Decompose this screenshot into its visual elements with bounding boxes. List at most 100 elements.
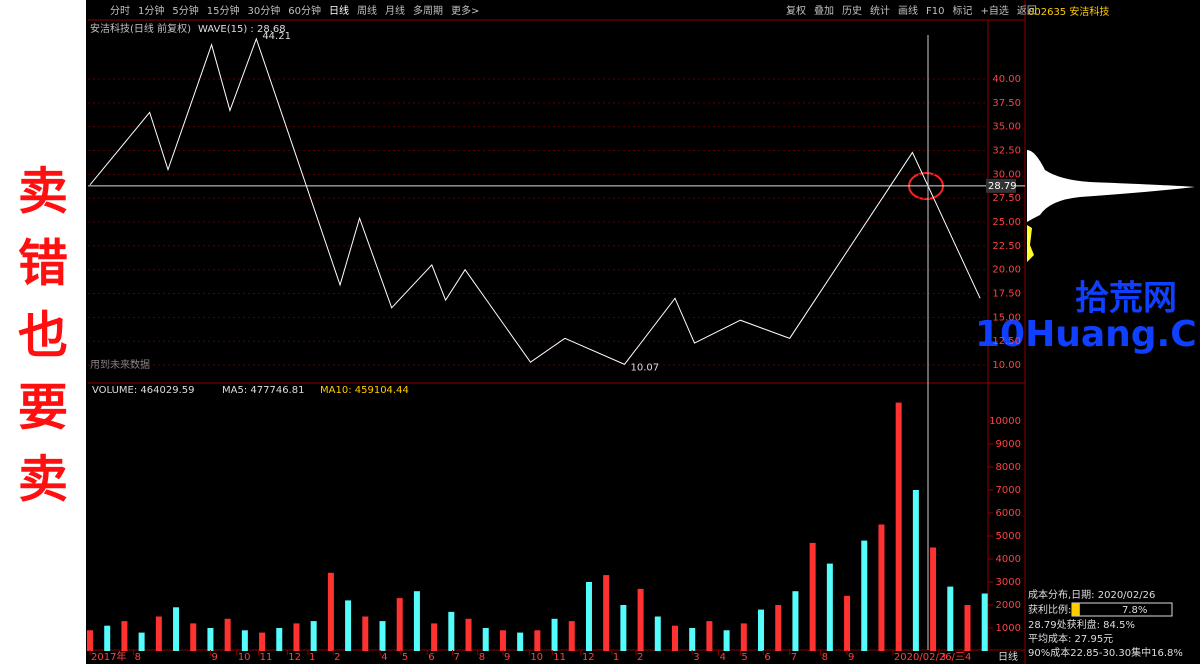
toolbar-tool[interactable]: 叠加 <box>814 5 834 17</box>
x-tick-label: 2017年 <box>91 650 126 663</box>
x-tick-label: 4 <box>965 652 971 663</box>
volume-bar <box>826 563 833 651</box>
y-tick-label: 35.00 <box>992 122 1021 133</box>
toolbar-period[interactable]: 5分钟 <box>172 4 198 17</box>
watermark-site: 10Huang.CN <box>975 314 1200 355</box>
watermark-name: 拾荒网 <box>1075 279 1177 319</box>
toolbar-tool[interactable]: +自选 <box>980 4 1008 17</box>
volume-bar <box>517 632 524 651</box>
volume-bar <box>276 627 283 651</box>
value-label: 10.07 <box>631 362 660 373</box>
y-tick-label: 8000 <box>996 462 1021 473</box>
y-tick-label: 32.50 <box>992 146 1021 157</box>
y-tick-label: 10000 <box>989 416 1021 427</box>
volume-bar <box>740 623 747 651</box>
volume-bar <box>637 588 644 651</box>
x-tick-label: 8 <box>479 652 485 663</box>
x-tick-label: 6 <box>764 652 770 663</box>
volume-bar <box>293 623 300 651</box>
toolbar-period[interactable]: 更多> <box>451 4 479 17</box>
volume-bar <box>654 616 661 651</box>
volume-bar <box>585 581 592 651</box>
toolbar-period[interactable]: 周线 <box>357 4 377 17</box>
x-tick-label: 2 <box>637 652 643 663</box>
toolbar-period[interactable]: 分时 <box>110 5 130 17</box>
cost-line: 90%成本22.85-30.30集中16.8% <box>1028 646 1183 659</box>
toolbar-period[interactable]: 15分钟 <box>207 4 240 17</box>
x-tick-label: 2020/02/26/三 <box>894 652 965 663</box>
toolbar-period[interactable]: 月线 <box>385 4 405 17</box>
volume-bar <box>396 598 403 651</box>
volume-bar <box>155 616 162 651</box>
y-tick-label: 1000 <box>996 623 1021 634</box>
x-tick-label: 9 <box>211 652 217 663</box>
y-tick-label: 37.50 <box>992 98 1021 109</box>
profit-label: 获利比例: <box>1028 603 1071 616</box>
cost-distribution <box>1027 150 1195 222</box>
volume-bar <box>775 604 782 651</box>
toolbar-tool[interactable]: 返回 <box>1017 5 1037 17</box>
period-label: 日线 <box>998 650 1018 663</box>
caption-bg <box>0 0 86 664</box>
volume-bar <box>706 621 713 651</box>
caption-char: 也 <box>18 307 68 365</box>
y-tick-label: 5000 <box>996 531 1021 542</box>
profit-bar <box>1072 603 1080 616</box>
volume-title: VOLUME: 464029.59 <box>92 385 195 396</box>
volume-bar <box>499 630 506 651</box>
ma5: MA5: 477746.81 <box>222 385 304 396</box>
y-tick-label: 4000 <box>996 554 1021 565</box>
terminal-bg <box>86 0 1200 664</box>
x-tick-label: 10 <box>238 652 251 663</box>
x-tick-label: 1 <box>309 652 315 663</box>
y-tick-label: 27.50 <box>992 193 1021 204</box>
volume-bar <box>465 618 472 651</box>
volume-bar <box>930 547 937 651</box>
y-tick-label: 3000 <box>996 577 1021 588</box>
x-tick-label: 2 <box>334 652 340 663</box>
x-tick-label: 7 <box>791 652 797 663</box>
volume-bar <box>568 621 575 651</box>
volume-bar <box>431 623 438 651</box>
x-tick-label: 5 <box>402 652 408 663</box>
volume-bar <box>981 593 988 651</box>
y-tick-label: 17.50 <box>992 289 1021 300</box>
y-tick-label: 7000 <box>996 485 1021 496</box>
volume-bar <box>482 627 489 651</box>
x-tick-label: 6 <box>428 652 434 663</box>
toolbar-tool[interactable]: 标记 <box>952 5 972 17</box>
toolbar-tool[interactable]: 历史 <box>842 5 862 17</box>
x-tick-label: 10 <box>530 652 543 663</box>
toolbar-period[interactable]: 60分钟 <box>288 4 321 17</box>
toolbar-period[interactable]: 1分钟 <box>138 4 164 17</box>
toolbar-tool[interactable]: 统计 <box>870 4 890 17</box>
cost-line: 28.79处获利盘: 84.5% <box>1028 618 1135 631</box>
volume-bar <box>895 402 902 651</box>
volume-bar <box>534 630 541 651</box>
indicator: WAVE(15) : 28.68 <box>198 24 286 35</box>
x-tick-label: 5 <box>741 652 747 663</box>
volume-bar <box>758 609 765 651</box>
volume-bar <box>792 591 799 651</box>
volume-bar <box>362 616 369 651</box>
caption-char: 错 <box>18 235 68 293</box>
volume-bar <box>310 621 317 651</box>
cost-distribution-profit <box>1027 225 1034 262</box>
toolbar-period[interactable]: 多周期 <box>413 4 443 17</box>
volume-bar <box>723 630 730 651</box>
y-tick-label: 6000 <box>996 508 1021 519</box>
x-tick-label: 8 <box>822 652 828 663</box>
volume-bar <box>861 540 868 651</box>
toolbar-period[interactable]: 日线 <box>329 4 349 17</box>
price-tag: 28.79 <box>988 181 1017 192</box>
volume-bar <box>689 627 696 651</box>
caption-char: 卖 <box>18 451 68 509</box>
toolbar-period[interactable]: 30分钟 <box>247 4 280 17</box>
volume-bar <box>241 630 248 651</box>
volume-bar <box>87 630 93 651</box>
toolbar-tool[interactable]: 复权 <box>786 4 806 17</box>
toolbar-tool[interactable]: 画线 <box>898 4 918 17</box>
toolbar-tool[interactable]: F10 <box>926 6 944 17</box>
x-tick-label: 4 <box>381 652 387 663</box>
